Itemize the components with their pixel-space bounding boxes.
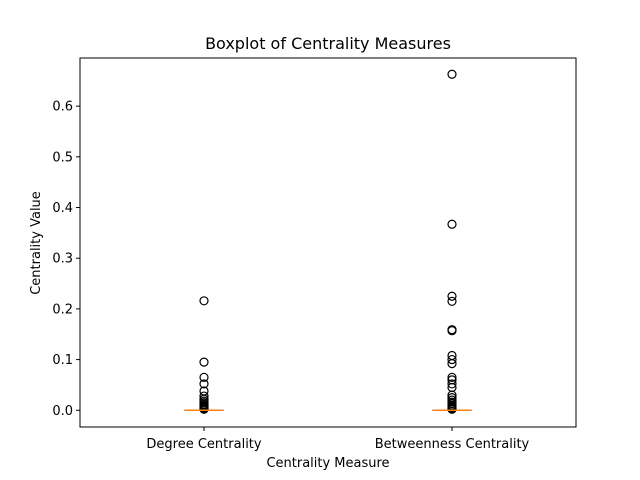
flier-point [447,326,457,336]
x-axis-label: Centrality Measure [266,456,389,471]
flier-point [447,69,457,79]
flier-point [199,357,209,367]
flier-point [447,372,457,382]
y-axis-label: Centrality Value [29,191,44,295]
flier-point [447,219,457,229]
y-tick-label: 0.5 [52,150,73,165]
y-tick-label: 0.2 [52,302,73,317]
y-axis: 0.0 0.1 0.2 0.3 0.4 0.5 0.6 [52,100,80,419]
y-tick-label: 0.1 [52,353,73,368]
flier-point [447,291,457,301]
flier-point [447,404,457,414]
flier-point [447,390,457,400]
x-tick-label: Betweenness Centrality [375,437,530,452]
flier-point [447,354,457,365]
y-tick-label: 0.0 [52,404,73,419]
box-1 [432,69,472,414]
flier-point [199,379,209,389]
y-tick-label: 0.4 [52,201,73,216]
flier-point [447,296,457,306]
flier-point [447,379,457,389]
flier-point [199,372,209,382]
boxes-group [184,69,472,414]
x-tick-label: Degree Centrality [146,437,261,452]
y-tick-label: 0.6 [52,100,73,115]
chart-title: Boxplot of Centrality Measures [205,34,451,53]
flier-point [447,359,457,369]
box-0 [184,296,224,414]
flier-point [199,296,209,306]
x-axis: Degree Centrality Betweenness Centrality [146,427,530,452]
flier-point [199,404,209,414]
y-tick-label: 0.3 [52,252,73,267]
plot-frame [79,57,577,428]
